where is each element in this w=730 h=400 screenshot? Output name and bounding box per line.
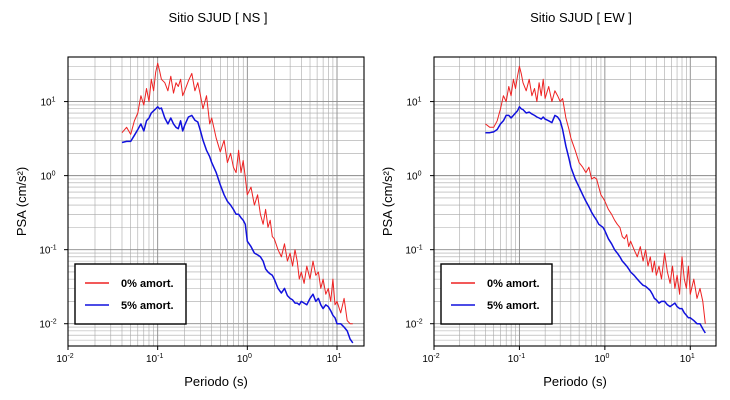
y-tick-label-exp: 1 [52, 97, 56, 104]
x-tick-label-exp: -2 [433, 353, 439, 360]
y-tick-label: 10-2 [405, 319, 422, 331]
legend-label-1: 5% amort. [487, 300, 540, 312]
chart-title: Sitio SJUD [ EW ] [530, 10, 632, 25]
y-tick-label-exp: 0 [418, 171, 422, 178]
y-tick-label: 100 [40, 171, 55, 183]
x-axis-label: Periodo (s) [543, 374, 607, 389]
legend: 0% amort. 5% amort. [74, 263, 187, 325]
y-tick-label: 101 [406, 97, 421, 109]
y-tick-label-base: 10 [40, 172, 52, 183]
y-tick-label: 10-2 [39, 319, 56, 331]
series-line-1 [121, 106, 354, 344]
x-tick-label: 10-2 [56, 353, 73, 365]
legend-label-0: 0% amort. [487, 278, 540, 290]
plot-frame [67, 56, 365, 347]
x-tick-label-exp: 0 [605, 353, 609, 360]
y-tick-label: 101 [40, 97, 55, 109]
y-axis-label: PSA (cm/s²) [14, 167, 29, 236]
x-tick-label: 10-2 [422, 353, 439, 365]
y-tick-label: 100 [406, 171, 421, 183]
y-tick-label-exp: -2 [50, 319, 56, 326]
y-tick-label-base: 10 [406, 172, 418, 183]
y-tick-label-exp: -2 [416, 319, 422, 326]
x-tick-label-base: 10 [508, 354, 520, 365]
x-tick-label: 100 [594, 353, 609, 365]
y-tick-label-exp: 0 [52, 171, 56, 178]
x-tick-label-base: 10 [326, 354, 338, 365]
legend-box [74, 263, 187, 325]
y-tick-label-base: 10 [406, 98, 418, 109]
x-tick-label-base: 10 [146, 354, 158, 365]
chart-title: Sitio SJUD [ NS ] [169, 10, 268, 25]
legend-label-0: 0% amort. [121, 278, 174, 290]
y-tick-label-exp: 1 [418, 97, 422, 104]
y-tick-label-base: 10 [39, 246, 51, 257]
x-tick-label-exp: 0 [248, 353, 252, 360]
x-tick-label-exp: 1 [691, 353, 695, 360]
y-tick-label-base: 10 [405, 246, 417, 257]
x-tick-label-exp: -2 [67, 353, 73, 360]
x-tick-label: 101 [680, 353, 695, 365]
x-tick-label-exp: 1 [338, 353, 342, 360]
x-tick-label: 100 [237, 353, 252, 365]
y-tick-label: 10-1 [405, 245, 422, 257]
y-tick-label-exp: -1 [416, 245, 422, 252]
y-tick-label-base: 10 [405, 320, 417, 331]
y-tick-label-base: 10 [40, 98, 52, 109]
series-line-0 [485, 65, 706, 324]
y-tick-label: 10-1 [39, 245, 56, 257]
x-axis-label: Periodo (s) [184, 374, 248, 389]
x-tick-label-base: 10 [56, 354, 68, 365]
x-tick-label-base: 10 [237, 354, 249, 365]
x-tick-label-base: 10 [422, 354, 434, 365]
x-tick-label: 101 [326, 353, 341, 365]
plot-frame [433, 56, 717, 347]
y-tick-label-base: 10 [39, 320, 51, 331]
x-tick-label-exp: -1 [519, 353, 525, 360]
legend: 0% amort. 5% amort. [440, 263, 553, 325]
x-tick-label-base: 10 [594, 354, 606, 365]
x-tick-label-base: 10 [680, 354, 692, 365]
y-tick-label-exp: -1 [50, 245, 56, 252]
series-line-1 [485, 106, 706, 334]
y-axis-label: PSA (cm/s²) [380, 167, 395, 236]
legend-box [440, 263, 553, 325]
x-tick-label-exp: -1 [157, 353, 163, 360]
x-tick-label: 10-1 [508, 353, 525, 365]
legend-label-1: 5% amort. [121, 300, 174, 312]
x-tick-label: 10-1 [146, 353, 163, 365]
series-line-0 [121, 62, 353, 325]
